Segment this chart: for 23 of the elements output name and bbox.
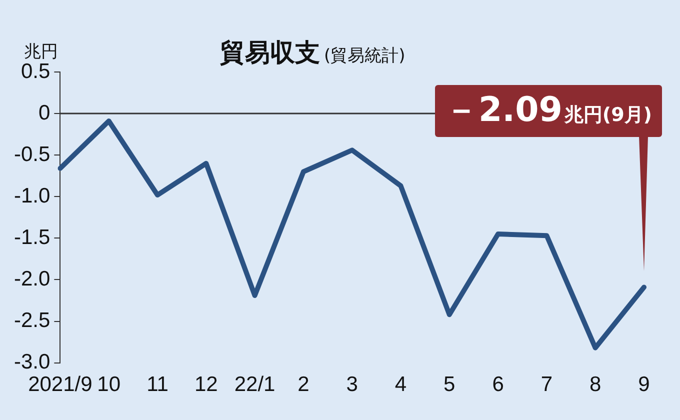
x-tick-label: 6 (492, 373, 504, 396)
x-tick-label: 4 (394, 373, 407, 396)
chart-subtitle: (貿易統計) (324, 46, 406, 66)
x-tick-label: 22/1 (234, 373, 276, 396)
x-tick-label: 10 (97, 373, 121, 396)
x-tick-label: 5 (444, 373, 456, 396)
x-tick-label: 2021/9 (28, 373, 92, 396)
y-tick-label: -3.0 (14, 350, 50, 374)
y-tick-label: -0.5 (14, 142, 50, 166)
x-tick-label: 9 (638, 373, 650, 396)
x-tick-label: 11 (146, 373, 168, 396)
y-tick-label: -2.0 (14, 268, 50, 291)
y-tick-label: -1.5 (14, 226, 50, 249)
y-tick-label: -1.0 (14, 184, 50, 208)
annotation: －2.09兆円(9月) (444, 90, 652, 130)
x-tick-label: 3 (346, 373, 358, 396)
x-tick-label: 12 (194, 373, 218, 396)
x-tick-label: 8 (590, 373, 602, 396)
chart-title: 貿易収支 (220, 38, 320, 67)
y-tick-label: -2.5 (14, 309, 50, 332)
x-tick-label: 2 (298, 373, 310, 396)
x-tick-label: 7 (540, 373, 553, 396)
y-tick-label: 0 (38, 101, 50, 124)
